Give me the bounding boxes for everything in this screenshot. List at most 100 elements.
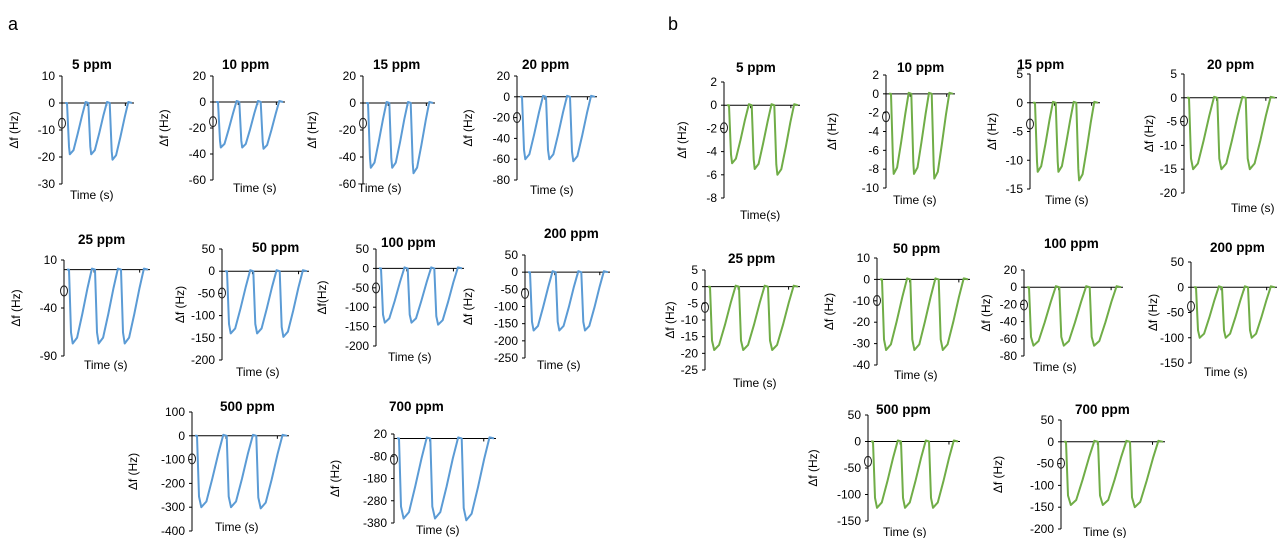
y-axis-label: Δf (Hz) — [305, 111, 319, 148]
start-marker — [1057, 457, 1065, 469]
chart-title: 25 ppm — [78, 232, 125, 247]
y-tick-label: 10 — [44, 253, 58, 267]
chart-a-2: 10 ppm 20 0 -20 -40 -60 Δf (Hz) Time (s) — [157, 57, 285, 195]
y-tick-label: -50 — [1037, 457, 1055, 471]
y-tick-label: 20 — [1004, 263, 1018, 277]
chart-a-7: 100 ppm 50 0 -50 -100 -150 -200 Δf(Hz) Time (s) — [315, 235, 464, 364]
y-axis-label: Δf (Hz) — [985, 113, 999, 150]
chart-b-5: 25 ppm 5 0 -5 -10 -15 -20 -25 Δf (Hz) Time (s) — [663, 251, 800, 390]
y-tick-label: -20 — [38, 150, 56, 164]
chart-title: 25 ppm — [728, 251, 775, 266]
y-tick-label: -50 — [1167, 306, 1185, 320]
y-tick-label: -10 — [681, 313, 699, 327]
chart-a-1: 5 ppm 10 0 -10 -20 -30 Δf (Hz) Time (s) — [7, 57, 134, 202]
y-tick-label: -200 — [161, 476, 185, 490]
y-tick-label: 0 — [178, 429, 185, 443]
y-axis-label: Δf (Hz) — [991, 456, 1005, 493]
y-tick-label: -150 — [837, 514, 861, 528]
chart-b-10: 700 ppm 50 0 -50 -100 -150 -200 Δf (Hz) Time (s) — [991, 402, 1165, 538]
chart-title: 100 ppm — [381, 235, 436, 250]
x-axis-label: Time (s) — [1204, 365, 1248, 379]
y-tick-label: 20 — [497, 69, 511, 83]
x-axis-label: Time (s) — [1045, 193, 1089, 207]
chart-title: 500 ppm — [876, 402, 931, 417]
y-tick-label: -4 — [706, 145, 717, 159]
y-tick-label: 0 — [710, 98, 717, 112]
y-tick-label: -90 — [40, 349, 58, 363]
y-tick-label: 5 — [1016, 67, 1023, 81]
x-axis-label: Time (s) — [84, 358, 128, 372]
y-tick-label: 20 — [193, 69, 207, 83]
y-tick-label: -20 — [853, 315, 871, 329]
start-marker — [720, 122, 728, 134]
series-line — [65, 101, 133, 161]
y-tick-label: 0 — [863, 272, 870, 286]
start-marker — [209, 116, 217, 128]
y-tick-label: 0 — [1010, 280, 1017, 294]
y-tick-label: -25 — [681, 363, 699, 377]
y-tick-label: -20 — [1160, 186, 1178, 200]
start-marker — [701, 301, 709, 313]
y-tick-label: -20 — [493, 111, 511, 125]
y-tick-label: -30 — [38, 177, 56, 191]
y-tick-label: -10 — [853, 294, 871, 308]
y-tick-label: -100 — [494, 300, 518, 314]
y-tick-label: 0 — [48, 96, 55, 110]
chart-b-1: 5 ppm 2 0 -2 -4 -6 -8 Δf (Hz) Time(s) — [675, 60, 800, 222]
chart-title: 10 ppm — [222, 57, 269, 72]
series-line — [727, 103, 799, 176]
chart-title: 100 ppm — [1044, 236, 1099, 251]
y-axis-label: Δf (Hz) — [806, 449, 820, 486]
series-line — [1064, 439, 1164, 509]
y-tick-label: -5 — [687, 296, 698, 310]
y-tick-label: -4 — [868, 125, 879, 139]
y-tick-label: -200 — [494, 334, 518, 348]
y-tick-label: 20 — [374, 427, 388, 441]
chart-title: 200 ppm — [1210, 240, 1265, 255]
y-tick-label: 5 — [691, 263, 698, 277]
y-tick-label: -80 — [493, 173, 511, 187]
series-line — [225, 269, 308, 338]
y-tick-label: -50 — [844, 461, 862, 475]
y-tick-label: 0 — [691, 280, 698, 294]
x-axis-label: Time (s) — [215, 520, 259, 534]
y-axis-label: Δf(Hz) — [315, 280, 329, 314]
x-axis-label: Time (s) — [733, 376, 777, 390]
series-line — [708, 284, 799, 351]
y-axis-label: Δf (Hz) — [461, 288, 475, 325]
y-tick-label: 50 — [202, 242, 216, 256]
y-axis-label: Δf (Hz) — [126, 453, 140, 490]
series-line — [528, 270, 609, 332]
y-tick-label: -5 — [1012, 125, 1023, 139]
series-line — [889, 91, 954, 180]
x-axis-label: Time (s) — [236, 365, 280, 379]
y-tick-label: 2 — [872, 68, 879, 82]
y-tick-label: -300 — [161, 500, 185, 514]
y-tick-label: 0 — [854, 435, 861, 449]
y-tick-label: 20 — [343, 69, 357, 83]
series-line — [195, 433, 288, 510]
y-axis-label: Δf (Hz) — [328, 460, 342, 497]
chart-b-6: 50 ppm 10 0 -10 -20 -30 -40 Δf (Hz) Time (s) — [822, 241, 970, 382]
y-tick-label: -15 — [681, 330, 699, 344]
y-tick-label: -6 — [868, 143, 879, 157]
y-tick-label: 0 — [503, 90, 510, 104]
y-tick-label: -50 — [352, 281, 370, 295]
y-tick-label: -40 — [493, 131, 511, 145]
y-tick-label: -180 — [363, 472, 387, 486]
y-tick-label: -200 — [191, 353, 215, 367]
x-axis-label: Time (s) — [388, 350, 432, 364]
chart-a-8: 200 ppm 50 0 -50 -100 -150 -200 -250 Δf (Hz) Time… — [461, 226, 610, 372]
y-tick-label: -20 — [1000, 297, 1018, 311]
chart-b-9: 500 ppm 50 0 -50 -100 -150 Δf (Hz) Time (s) — [806, 402, 960, 538]
y-tick-label: -2 — [706, 121, 717, 135]
y-tick-label: -60 — [189, 173, 207, 187]
y-tick-label: 50 — [505, 248, 519, 262]
start-marker — [1180, 115, 1188, 127]
series-line — [520, 94, 596, 163]
y-tick-label: 5 — [1170, 67, 1177, 81]
start-marker — [359, 117, 367, 129]
series-line — [366, 101, 434, 175]
y-tick-label: 0 — [1016, 96, 1023, 110]
